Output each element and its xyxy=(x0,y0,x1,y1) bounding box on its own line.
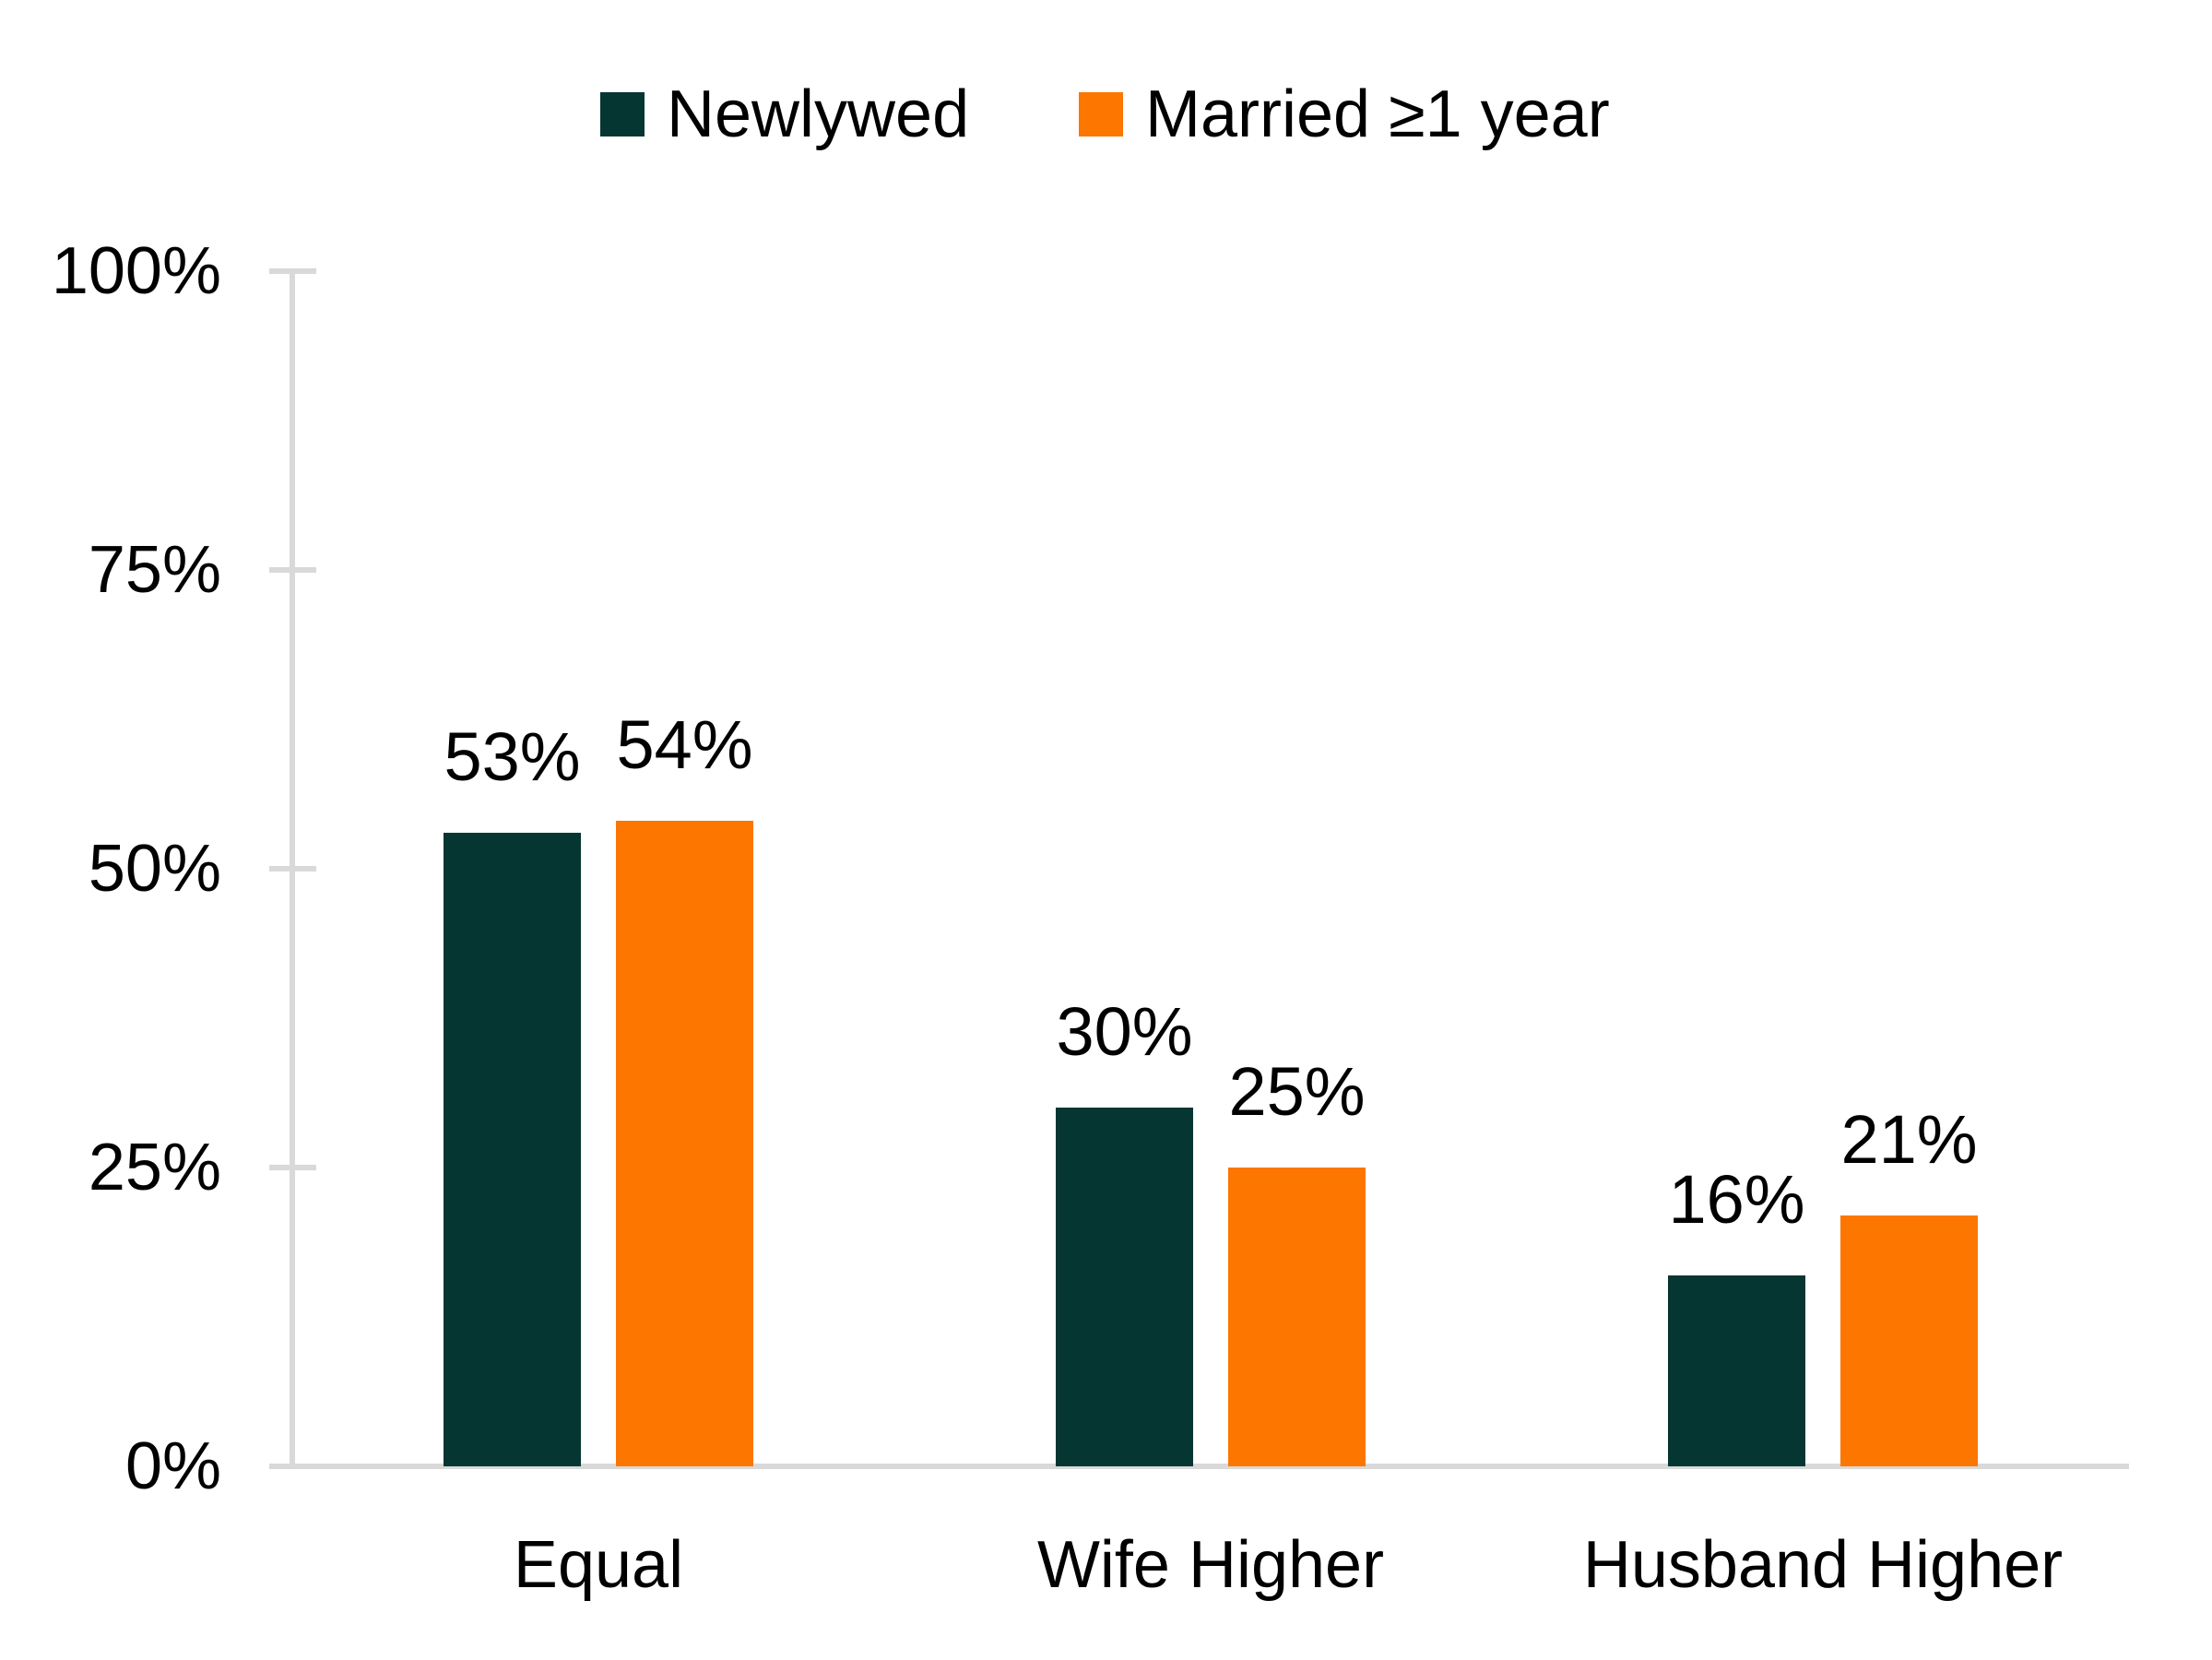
data-label-married-equal: 54% xyxy=(616,706,753,783)
data-label-newlywed-husband-higher: 16% xyxy=(1668,1161,1805,1238)
y-axis-tick xyxy=(269,268,316,274)
bar-newlywed-husband-higher xyxy=(1668,1275,1805,1466)
data-label-married-wife-higher: 25% xyxy=(1228,1053,1366,1130)
y-axis-label: 75% xyxy=(88,533,221,607)
y-axis-label: 100% xyxy=(51,234,221,308)
y-axis-tick xyxy=(269,1165,316,1170)
bar-married-husband-higher xyxy=(1840,1215,1978,1466)
chart-legend: Newlywed Married ≥1 year xyxy=(0,81,2212,148)
y-axis-label: 25% xyxy=(88,1131,221,1204)
category-label-husband-higher: Husband Higher xyxy=(1582,1528,2064,1602)
legend-item-newlywed: Newlywed xyxy=(600,81,969,148)
category-label-wife-higher: Wife Higher xyxy=(1036,1528,1385,1602)
x-axis-line xyxy=(269,1464,2129,1469)
bar-newlywed-wife-higher xyxy=(1056,1108,1193,1466)
data-label-newlywed-equal: 53% xyxy=(444,718,581,795)
y-axis-label: 50% xyxy=(88,832,221,906)
legend-swatch-newlywed-icon xyxy=(600,92,645,136)
bar-married-wife-higher xyxy=(1228,1168,1366,1466)
category-label-equal: Equal xyxy=(513,1528,684,1602)
legend-swatch-married-icon xyxy=(1079,92,1123,136)
data-label-married-husband-higher: 21% xyxy=(1840,1101,1978,1178)
data-label-newlywed-wife-higher: 30% xyxy=(1056,993,1193,1070)
bar-married-equal xyxy=(616,821,753,1466)
y-axis-tick xyxy=(269,866,316,872)
bar-newlywed-equal xyxy=(444,833,581,1466)
legend-label-newlywed: Newlywed xyxy=(667,77,970,151)
legend-label-married: Married ≥1 year xyxy=(1145,77,1610,151)
y-axis-label: 0% xyxy=(124,1429,221,1503)
legend-item-married: Married ≥1 year xyxy=(1079,81,1610,148)
y-axis-tick xyxy=(269,567,316,573)
